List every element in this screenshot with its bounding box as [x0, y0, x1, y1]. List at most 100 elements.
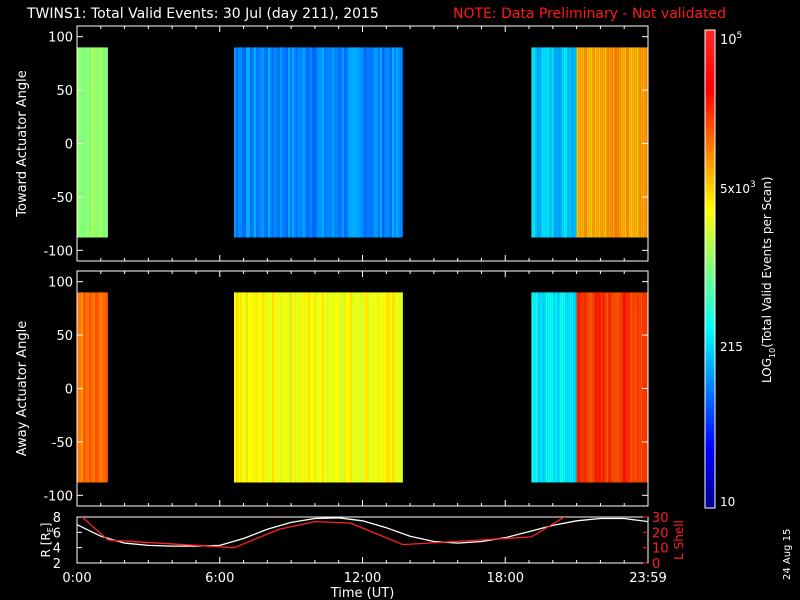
heatmap-column: [350, 292, 352, 483]
heatmap-column: [582, 292, 585, 483]
heatmap-column: [296, 292, 298, 483]
heatmap-column: [316, 47, 318, 238]
heatmap-column: [236, 292, 238, 483]
heatmap-column: [576, 47, 579, 238]
heatmap-column: [240, 47, 242, 238]
radius-series-line: [77, 517, 648, 547]
heatmap-column: [270, 292, 272, 483]
heatmap-column: [376, 47, 378, 238]
heatmap-column: [252, 47, 254, 238]
heatmap-column: [360, 47, 362, 238]
heatmap-column: [292, 47, 294, 238]
heatmap-segment: [531, 47, 577, 238]
heatmap-column: [242, 47, 244, 238]
heatmap-column: [630, 47, 633, 238]
heatmap-column: [250, 47, 252, 238]
heatmap-column: [626, 292, 629, 483]
y-axis-label: Away Actuator Angle: [15, 321, 30, 456]
heatmap-column: [376, 292, 378, 483]
lshell-series-line: [81, 517, 566, 549]
heatmap-column: [236, 47, 238, 238]
heatmap-segment: [531, 292, 577, 483]
heatmap-column: [314, 292, 316, 483]
x-tick-label: 18:00: [487, 571, 524, 586]
right-y-tick-label: 10: [652, 542, 669, 557]
heatmap-column: [380, 292, 382, 483]
y-tick-label: -50: [52, 191, 73, 206]
y-axis-label: Toward Actuator Angle: [15, 70, 30, 217]
heatmap-column: [262, 47, 264, 238]
heatmap-column: [547, 47, 550, 238]
heatmap-column: [328, 292, 330, 483]
heatmap-column: [105, 292, 107, 483]
heatmap-column: [575, 292, 577, 483]
heatmap-column: [286, 292, 288, 483]
heatmap-column: [586, 292, 589, 483]
heatmap-column: [350, 47, 352, 238]
heatmap-column: [561, 292, 564, 483]
heatmap-column: [545, 47, 548, 238]
heatmap-column: [234, 292, 236, 483]
heatmap-column: [262, 292, 264, 483]
heatmap-column: [606, 47, 609, 238]
heatmap-segment: [77, 47, 108, 238]
heatmap-column: [89, 47, 91, 238]
heatmap-column: [348, 47, 350, 238]
heatmap-column: [374, 47, 376, 238]
heatmap-column: [368, 292, 370, 483]
heatmap-column: [322, 47, 324, 238]
heatmap-column: [571, 292, 574, 483]
heatmap-column: [382, 292, 384, 483]
left-y-tick-label: 2: [53, 557, 61, 572]
heatmap-column: [282, 47, 284, 238]
heatmap-column: [604, 292, 607, 483]
heatmap-column: [612, 47, 615, 238]
heatmap-column: [551, 47, 554, 238]
heatmap-column: [336, 47, 338, 238]
heatmap-column: [372, 47, 374, 238]
heatmap-column: [543, 292, 546, 483]
heatmap-column: [296, 47, 298, 238]
heatmap-column: [402, 47, 403, 238]
heatmap-column: [630, 292, 633, 483]
heatmap-column: [366, 292, 368, 483]
heatmap-column: [320, 47, 322, 238]
heatmap-column: [580, 292, 583, 483]
heatmap-column: [620, 292, 623, 483]
heatmap-column: [388, 292, 390, 483]
heatmap-column: [240, 292, 242, 483]
heatmap-column: [396, 292, 398, 483]
heatmap-column: [89, 292, 91, 483]
heatmap-column: [334, 47, 336, 238]
heatmap-column: [386, 292, 388, 483]
heatmap-column: [382, 47, 384, 238]
heatmap-column: [246, 292, 248, 483]
heatmap-column: [553, 292, 556, 483]
heatmap-column: [555, 47, 558, 238]
heatmap-column: [290, 47, 292, 238]
heatmap-column: [308, 47, 310, 238]
heatmap-column: [99, 47, 101, 238]
heatmap-column: [242, 292, 244, 483]
heatmap-column: [364, 292, 366, 483]
heatmap-column: [107, 47, 108, 238]
heatmap-column: [105, 47, 107, 238]
heatmap-column: [557, 292, 560, 483]
heatmap-column: [306, 292, 308, 483]
heatmap-column: [302, 47, 304, 238]
heatmap-column: [312, 47, 314, 238]
heatmap-column: [392, 292, 394, 483]
heatmap-column: [531, 292, 534, 483]
heatmap-column: [254, 292, 256, 483]
heatmap-column: [300, 47, 302, 238]
heatmap-column: [398, 47, 400, 238]
heatmap-column: [580, 47, 583, 238]
heatmap-column: [332, 47, 334, 238]
heatmap-column: [101, 47, 103, 238]
heatmap-column: [400, 292, 402, 483]
heatmap-column: [298, 292, 300, 483]
heatmap-column: [87, 292, 89, 483]
heatmap-column: [614, 292, 617, 483]
